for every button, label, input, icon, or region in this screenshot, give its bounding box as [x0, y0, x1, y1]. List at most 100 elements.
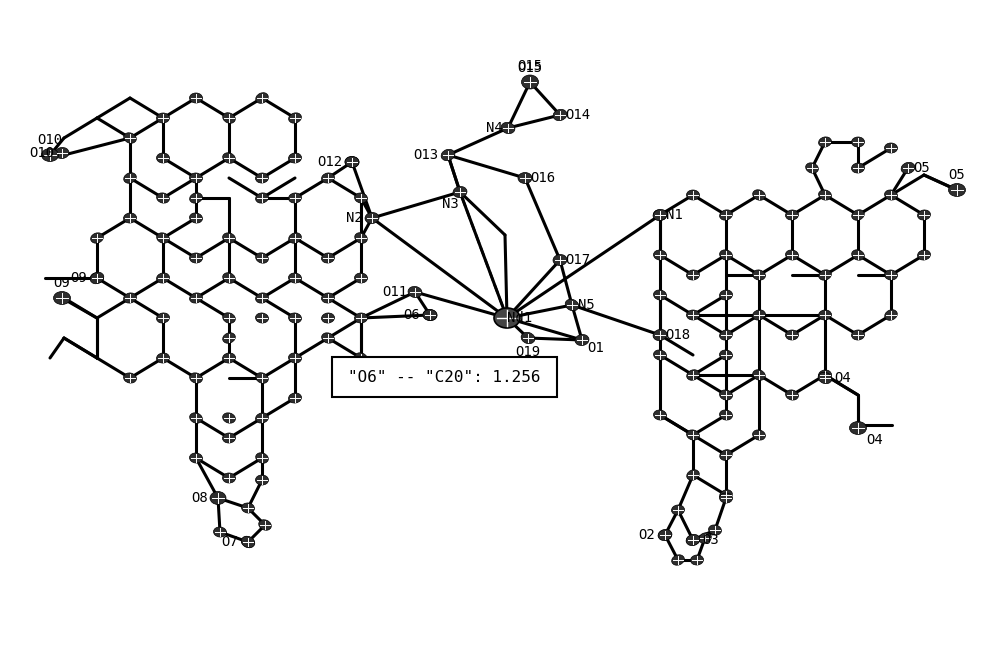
- Ellipse shape: [786, 330, 798, 340]
- Text: N1: N1: [666, 208, 682, 222]
- Ellipse shape: [852, 330, 864, 340]
- Text: O19: O19: [515, 345, 541, 359]
- Text: Nd1: Nd1: [507, 311, 533, 325]
- Ellipse shape: [91, 233, 103, 243]
- Text: O14: O14: [565, 108, 591, 122]
- Text: O1: O1: [588, 341, 604, 355]
- Ellipse shape: [355, 273, 367, 283]
- Ellipse shape: [720, 290, 732, 300]
- Ellipse shape: [345, 157, 359, 167]
- Ellipse shape: [806, 163, 818, 173]
- Text: O5: O5: [914, 161, 930, 175]
- Ellipse shape: [786, 210, 798, 220]
- Ellipse shape: [753, 310, 765, 320]
- Ellipse shape: [157, 113, 169, 123]
- Ellipse shape: [256, 193, 268, 203]
- Ellipse shape: [211, 492, 225, 504]
- Ellipse shape: [190, 213, 202, 223]
- Ellipse shape: [124, 373, 136, 383]
- Ellipse shape: [720, 490, 732, 500]
- Ellipse shape: [687, 430, 699, 440]
- Ellipse shape: [687, 369, 699, 380]
- Ellipse shape: [256, 453, 268, 463]
- Ellipse shape: [720, 493, 732, 503]
- Text: N4: N4: [486, 121, 502, 135]
- Ellipse shape: [242, 537, 254, 547]
- Ellipse shape: [521, 332, 535, 344]
- Ellipse shape: [190, 373, 202, 383]
- Ellipse shape: [720, 390, 732, 400]
- Ellipse shape: [223, 353, 235, 363]
- Ellipse shape: [345, 157, 359, 167]
- Ellipse shape: [256, 413, 268, 423]
- Ellipse shape: [948, 184, 966, 196]
- Ellipse shape: [124, 133, 136, 143]
- Text: N3: N3: [442, 197, 458, 211]
- Ellipse shape: [654, 350, 666, 360]
- Text: "O6" -- "C20": 1.256: "O6" -- "C20": 1.256: [348, 369, 541, 385]
- Ellipse shape: [918, 210, 930, 220]
- Ellipse shape: [819, 137, 831, 147]
- Ellipse shape: [256, 313, 268, 323]
- Ellipse shape: [818, 372, 832, 383]
- Text: O6: O6: [404, 308, 420, 322]
- Ellipse shape: [212, 493, 224, 503]
- Ellipse shape: [210, 492, 226, 504]
- Ellipse shape: [157, 193, 169, 203]
- Text: O3: O3: [703, 533, 719, 547]
- Ellipse shape: [408, 286, 422, 297]
- Text: O9: O9: [54, 276, 70, 290]
- Ellipse shape: [355, 233, 367, 243]
- Ellipse shape: [819, 190, 831, 200]
- Ellipse shape: [42, 149, 58, 161]
- Ellipse shape: [699, 533, 711, 543]
- Ellipse shape: [553, 109, 567, 121]
- Ellipse shape: [565, 299, 579, 311]
- Ellipse shape: [223, 113, 235, 124]
- Ellipse shape: [124, 213, 136, 223]
- Ellipse shape: [885, 190, 897, 200]
- Ellipse shape: [753, 270, 765, 280]
- Ellipse shape: [819, 270, 831, 280]
- Ellipse shape: [423, 309, 437, 321]
- Ellipse shape: [453, 186, 467, 198]
- Ellipse shape: [653, 329, 667, 340]
- Ellipse shape: [259, 520, 271, 530]
- Ellipse shape: [90, 272, 104, 284]
- Ellipse shape: [256, 293, 268, 303]
- Ellipse shape: [523, 77, 537, 87]
- Ellipse shape: [423, 309, 437, 321]
- Ellipse shape: [190, 413, 202, 423]
- Ellipse shape: [223, 313, 235, 323]
- Ellipse shape: [355, 313, 367, 323]
- Ellipse shape: [322, 333, 334, 343]
- Ellipse shape: [687, 270, 699, 280]
- Ellipse shape: [355, 353, 367, 363]
- Ellipse shape: [54, 292, 70, 305]
- Ellipse shape: [157, 313, 169, 323]
- Ellipse shape: [687, 470, 699, 481]
- Ellipse shape: [786, 250, 798, 260]
- Ellipse shape: [852, 163, 864, 173]
- Ellipse shape: [852, 250, 864, 260]
- Ellipse shape: [355, 193, 367, 203]
- Text: O5: O5: [949, 168, 965, 182]
- Ellipse shape: [190, 453, 202, 463]
- Ellipse shape: [223, 153, 235, 163]
- Ellipse shape: [658, 529, 672, 541]
- Ellipse shape: [852, 137, 864, 147]
- Ellipse shape: [256, 373, 268, 383]
- Ellipse shape: [654, 290, 666, 300]
- Ellipse shape: [124, 293, 136, 303]
- Ellipse shape: [687, 190, 699, 200]
- Ellipse shape: [157, 353, 169, 363]
- Ellipse shape: [157, 233, 169, 243]
- Ellipse shape: [672, 505, 684, 515]
- Text: O12: O12: [317, 155, 343, 169]
- Ellipse shape: [885, 310, 897, 321]
- Ellipse shape: [654, 250, 666, 260]
- Ellipse shape: [786, 390, 798, 400]
- Ellipse shape: [720, 449, 732, 460]
- Ellipse shape: [322, 293, 334, 303]
- Ellipse shape: [575, 334, 589, 346]
